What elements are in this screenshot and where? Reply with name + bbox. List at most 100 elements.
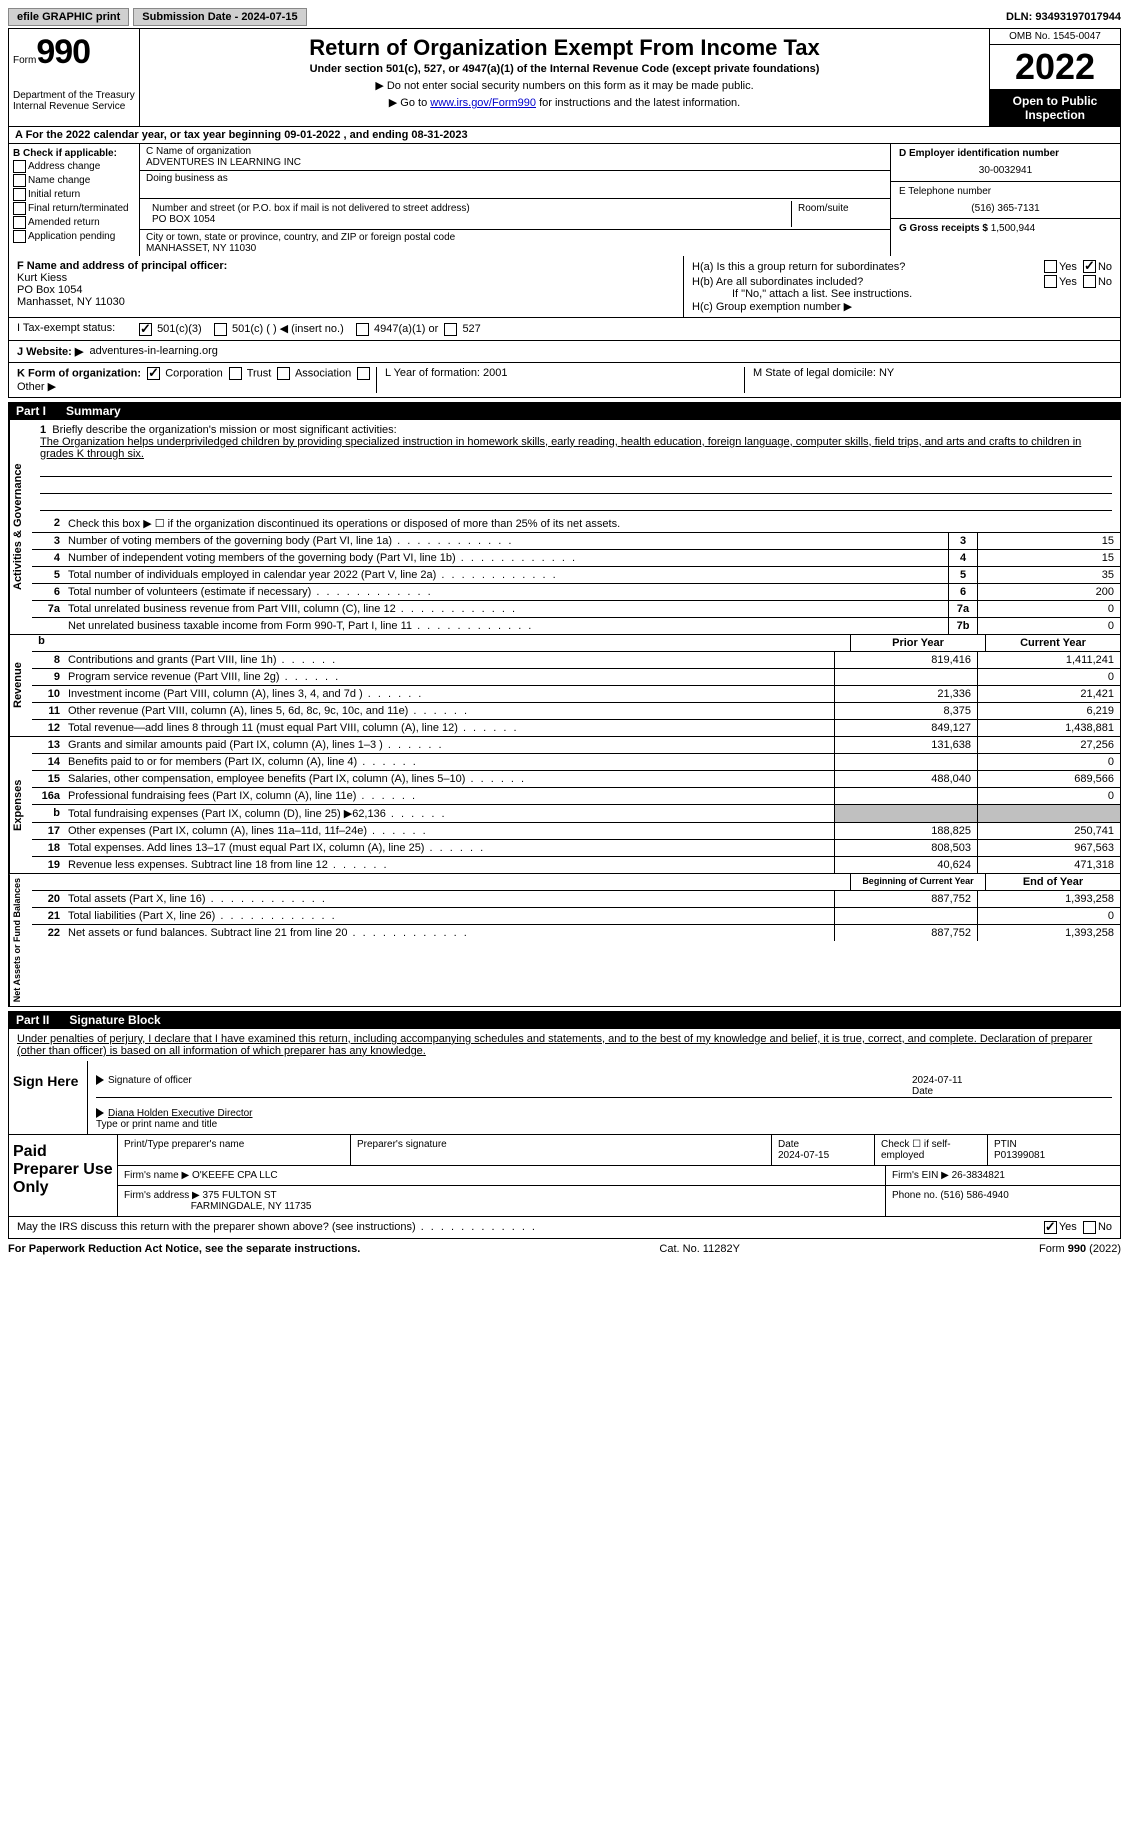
mission-block: 1 Briefly describe the organization's mi… — [32, 420, 1120, 515]
cb-name-change[interactable]: Name change — [13, 174, 135, 187]
summary-line: 14Benefits paid to or for members (Part … — [32, 754, 1120, 771]
summary-line: Net unrelated business taxable income fr… — [32, 618, 1120, 634]
cb-4947[interactable] — [356, 323, 369, 336]
cb-discuss-yes[interactable] — [1044, 1221, 1057, 1234]
tab-net-assets: Net Assets or Fund Balances — [9, 874, 32, 1006]
omb-number: OMB No. 1545-0047 — [990, 29, 1120, 45]
cb-527[interactable] — [444, 323, 457, 336]
group-exemption: H(c) Group exemption number ▶ — [692, 300, 1112, 313]
declaration-text: Under penalties of perjury, I declare th… — [9, 1029, 1120, 1061]
addr-row: Number and street (or P.O. box if mail i… — [140, 199, 890, 230]
officer-printed-name: Diana Holden Executive Director — [108, 1108, 253, 1119]
form-note2: ▶ Go to www.irs.gov/Form990 for instruct… — [148, 96, 981, 109]
section-governance: Activities & Governance 1 Briefly descri… — [8, 420, 1121, 635]
website-row: J Website: ▶ adventures-in-learning.org — [8, 341, 1121, 363]
org-address: PO BOX 1054 — [152, 214, 785, 225]
rev-header: b Prior Year Current Year — [32, 635, 1120, 652]
cb-ha-yes[interactable] — [1044, 260, 1057, 273]
cb-corp[interactable] — [147, 367, 160, 380]
cb-hb-no[interactable] — [1083, 275, 1096, 288]
state-domicile: M State of legal domicile: NY — [744, 367, 1112, 393]
col-b-checkboxes: B Check if applicable: Address change Na… — [9, 144, 140, 256]
department-label: Department of the Treasury Internal Reve… — [13, 90, 135, 112]
cb-other[interactable] — [357, 367, 370, 380]
room-suite: Room/suite — [792, 201, 884, 227]
irs-link[interactable]: www.irs.gov/Form990 — [430, 97, 536, 109]
cb-initial-return[interactable]: Initial return — [13, 188, 135, 201]
summary-line: 10Investment income (Part VIII, column (… — [32, 686, 1120, 703]
summary-line: 9Program service revenue (Part VIII, lin… — [32, 669, 1120, 686]
tab-expenses: Expenses — [9, 737, 32, 873]
summary-line: 12Total revenue—add lines 8 through 11 (… — [32, 720, 1120, 736]
summary-line: 6Total number of volunteers (estimate if… — [32, 584, 1120, 601]
summary-line: bTotal fundraising expenses (Part IX, co… — [32, 805, 1120, 823]
telephone-value: (516) 365-7131 — [899, 203, 1112, 214]
summary-line: 15Salaries, other compensation, employee… — [32, 771, 1120, 788]
firm-name: O'KEEFE CPA LLC — [192, 1170, 278, 1181]
summary-line: 8Contributions and grants (Part VIII, li… — [32, 652, 1120, 669]
ptin-value: P01399081 — [994, 1150, 1045, 1161]
dba-row: Doing business as — [140, 171, 890, 199]
efile-button[interactable]: efile GRAPHIC print — [8, 8, 129, 26]
summary-line: 17Other expenses (Part IX, column (A), l… — [32, 823, 1120, 840]
self-employed-check[interactable]: Check ☐ if self-employed — [875, 1135, 988, 1165]
summary-line: 3Number of voting members of the governi… — [32, 533, 1120, 550]
tax-exempt-status: I Tax-exempt status: 501(c)(3) 501(c) ( … — [8, 318, 1121, 341]
year-formation: L Year of formation: 2001 — [376, 367, 744, 393]
summary-line: 21Total liabilities (Part X, line 26)0 — [32, 908, 1120, 925]
summary-line: 7aTotal unrelated business revenue from … — [32, 601, 1120, 618]
preparer-date: 2024-07-15 — [778, 1150, 829, 1161]
col-d-ein: D Employer identification number 30-0032… — [890, 144, 1120, 256]
cb-discuss-no[interactable] — [1083, 1221, 1096, 1234]
form-subtitle: Under section 501(c), 527, or 4947(a)(1)… — [148, 63, 981, 75]
form-of-org: K Form of organization: Corporation Trus… — [8, 363, 1121, 398]
cb-amended-return[interactable]: Amended return — [13, 216, 135, 229]
tax-year: 2022 — [990, 45, 1120, 90]
cb-trust[interactable] — [229, 367, 242, 380]
gross-cell: G Gross receipts $ 1,500,944 — [890, 219, 1120, 256]
line-2: 2 Check this box ▶ ☐ if the organization… — [32, 515, 1120, 533]
ein-value: 30-0032941 — [899, 165, 1112, 176]
principal-officer: F Name and address of principal officer:… — [9, 256, 684, 317]
cb-address-change[interactable]: Address change — [13, 160, 135, 173]
section-bcd: B Check if applicable: Address change Na… — [8, 144, 1121, 256]
org-name: ADVENTURES IN LEARNING INC — [146, 157, 884, 168]
cb-assoc[interactable] — [277, 367, 290, 380]
dln-label: DLN: 93493197017944 — [1006, 11, 1121, 23]
summary-line: 18Total expenses. Add lines 13–17 (must … — [32, 840, 1120, 857]
section-net-assets: Net Assets or Fund Balances Beginning of… — [8, 874, 1121, 1007]
signature-block: Under penalties of perjury, I declare th… — [8, 1029, 1121, 1135]
website-value: adventures-in-learning.org — [89, 345, 217, 358]
header-mid: Return of Organization Exempt From Incom… — [140, 29, 990, 126]
discuss-row: May the IRS discuss this return with the… — [8, 1217, 1121, 1239]
cb-application-pending[interactable]: Application pending — [13, 230, 135, 243]
group-return: H(a) Is this a group return for subordin… — [684, 256, 1120, 317]
summary-line: 11Other revenue (Part VIII, column (A), … — [32, 703, 1120, 720]
org-city: MANHASSET, NY 11030 — [146, 243, 884, 254]
sig-date: 2024-07-11 — [912, 1075, 962, 1086]
org-name-row: C Name of organization ADVENTURES IN LEA… — [140, 144, 890, 171]
summary-line: 20Total assets (Part X, line 16)887,7521… — [32, 891, 1120, 908]
header-left: Form990 Department of the Treasury Inter… — [9, 29, 140, 126]
summary-line: 4Number of independent voting members of… — [32, 550, 1120, 567]
summary-line: 13Grants and similar amounts paid (Part … — [32, 737, 1120, 754]
form-title: Return of Organization Exempt From Incom… — [148, 35, 981, 61]
summary-line: 16aProfessional fundraising fees (Part I… — [32, 788, 1120, 805]
arrow-icon — [96, 1075, 104, 1085]
part2-header: Part II Signature Block — [8, 1011, 1121, 1029]
cb-501c[interactable] — [214, 323, 227, 336]
top-bar: efile GRAPHIC print Submission Date - 20… — [8, 8, 1121, 26]
paid-preparer: Paid Preparer Use Only Print/Type prepar… — [8, 1135, 1121, 1217]
section-fh: F Name and address of principal officer:… — [8, 256, 1121, 318]
preparer-signature: Preparer's signature — [351, 1135, 772, 1165]
header-right: OMB No. 1545-0047 2022 Open to Public In… — [990, 29, 1120, 126]
cb-hb-yes[interactable] — [1044, 275, 1057, 288]
form-header: Form990 Department of the Treasury Inter… — [8, 28, 1121, 127]
submission-date: Submission Date - 2024-07-15 — [133, 8, 306, 26]
firm-address: 375 FULTON ST — [203, 1190, 277, 1201]
col-c-org-info: C Name of organization ADVENTURES IN LEA… — [140, 144, 890, 256]
preparer-name: Print/Type preparer's name — [118, 1135, 351, 1165]
cb-ha-no[interactable] — [1083, 260, 1096, 273]
cb-501c3[interactable] — [139, 323, 152, 336]
cb-final-return[interactable]: Final return/terminated — [13, 202, 135, 215]
